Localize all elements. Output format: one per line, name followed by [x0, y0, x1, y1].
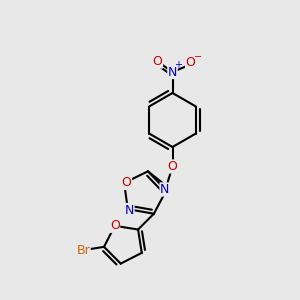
Text: Br: Br [76, 244, 90, 257]
Text: O: O [122, 176, 131, 189]
Text: N: N [168, 65, 177, 79]
Text: −: − [194, 52, 202, 62]
Text: N: N [124, 203, 134, 217]
Text: +: + [174, 60, 182, 70]
Text: N: N [160, 183, 170, 196]
Text: O: O [110, 219, 120, 232]
Text: O: O [186, 56, 195, 70]
Text: O: O [168, 160, 177, 173]
Text: O: O [153, 55, 162, 68]
